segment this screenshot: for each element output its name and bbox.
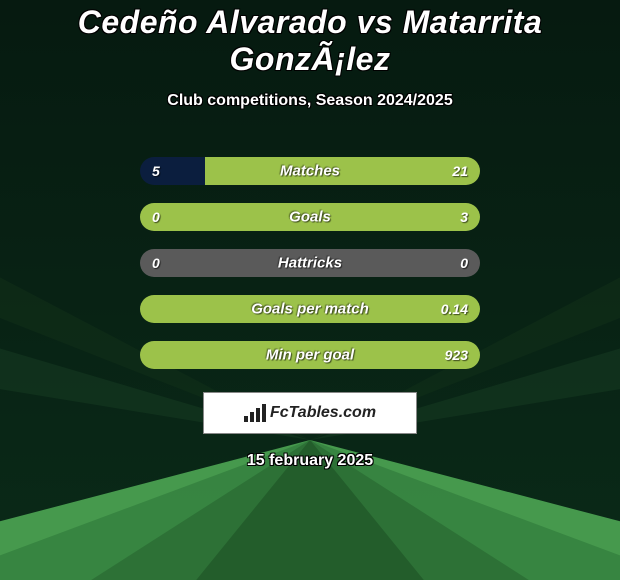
stat-row: Min per goal923 <box>140 332 480 378</box>
stat-value-right: 21 <box>452 163 468 179</box>
brand-chart-icon <box>244 404 266 422</box>
page-title: Cedeño Alvarado vs Matarrita GonzÃ¡lez <box>0 4 620 78</box>
stat-bar: Goals0 3 <box>140 203 480 231</box>
stat-bar: Min per goal923 <box>140 341 480 369</box>
stat-bar: Hattricks0 0 <box>140 249 480 277</box>
stat-label: Goals <box>140 209 480 226</box>
stat-value-left: 0 <box>152 255 160 271</box>
stat-value-left: 5 <box>152 163 160 179</box>
stat-value-right: 3 <box>460 209 468 225</box>
date-text: 15 february 2025 <box>247 452 373 470</box>
stat-label: Min per goal <box>140 347 480 364</box>
stat-label: Goals per match <box>140 301 480 318</box>
stat-value-right: 0.14 <box>441 301 468 317</box>
brand-text: FcTables.com <box>270 404 376 422</box>
stat-row: Matches5 21 <box>140 148 480 194</box>
subtitle: Club competitions, Season 2024/2025 <box>167 92 452 110</box>
stat-value-right: 0 <box>460 255 468 271</box>
stat-row: Goals0 3 <box>140 194 480 240</box>
stat-label: Hattricks <box>140 255 480 272</box>
stat-row: Goals per match0.14 <box>140 286 480 332</box>
stat-row: Hattricks0 0 <box>140 240 480 286</box>
stat-label: Matches <box>140 163 480 180</box>
stat-bar: Goals per match0.14 <box>140 295 480 323</box>
stat-value-left: 0 <box>152 209 160 225</box>
content-wrapper: Cedeño Alvarado vs Matarrita GonzÃ¡lez C… <box>0 0 620 580</box>
stats-container: Matches521Goals03Hattricks00Goals per ma… <box>140 148 480 378</box>
stat-value-right: 923 <box>445 347 468 363</box>
brand-box: FcTables.com <box>203 392 417 434</box>
stat-bar: Matches5 21 <box>140 157 480 185</box>
